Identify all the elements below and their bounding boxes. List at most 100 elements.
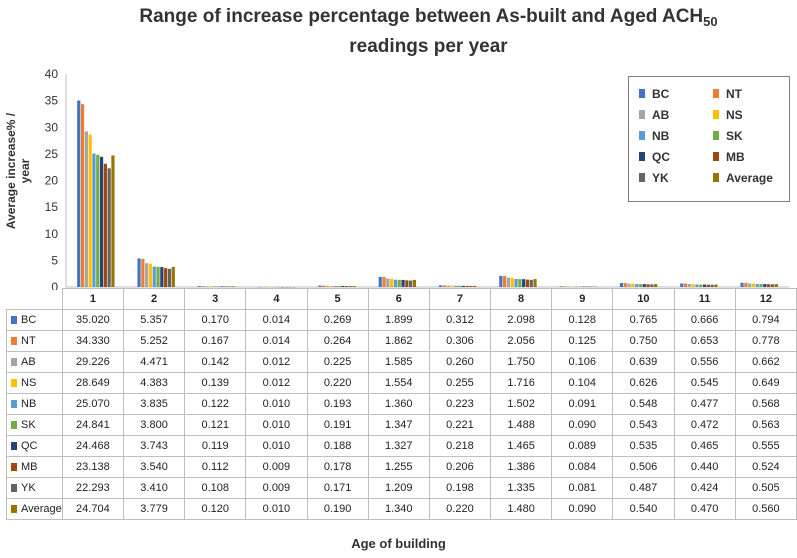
table-cell: 0.091 [551,393,614,415]
table-cell: 35.020 [61,309,124,331]
table-cell: 25.070 [61,393,124,415]
table-row: SK 24.841 3.800 0.121 0.010 0.191 1.347 0.221 1.… [6,414,797,436]
table-cell: 0.010 [245,498,308,520]
table-cell: 0.010 [245,393,308,415]
bar-ab-10 [627,283,631,287]
bar-nt-3 [201,286,205,287]
x-tick-label: 12 [734,288,797,310]
table-row-header: YK [6,477,63,499]
table-cell: 0.084 [551,456,614,478]
legend-label: BC [652,86,670,101]
table-cell: 3.800 [122,414,186,436]
bar-bc-3 [197,286,201,287]
table-cell: 24.468 [61,435,124,457]
bar-ns-10 [631,283,635,287]
legend-label: QC [652,149,670,164]
title-suffix: readings per year [349,36,508,57]
table-cell: 0.221 [428,414,492,436]
bar-yk-8 [529,279,533,287]
bar-ns-11 [691,284,695,287]
table-cell: 1.360 [367,393,430,415]
bar-qc-1 [99,156,104,287]
bar-ab-12 [748,283,752,287]
table-cell: 0.108 [184,477,247,499]
row-series-name: NB [21,398,37,410]
row-swatch [11,358,17,367]
x-tick-label: 5 [306,288,369,310]
bar-ab-1 [84,131,88,287]
row-swatch [11,505,17,514]
table-cell: 1.554 [367,372,430,394]
bar-ab-9 [567,286,571,287]
bar-ab-11 [687,284,691,287]
table-cell: 0.090 [551,498,614,520]
table-cell: 5.357 [122,309,186,331]
bar-qc-10 [642,284,646,287]
table-cell: 0.198 [428,477,492,499]
legend-swatch [713,152,719,161]
table-row-header: QC [6,435,63,457]
bar-nt-9 [563,286,567,287]
table-cell: 4.471 [122,351,186,373]
table-cell: 0.424 [673,477,736,499]
table-cell: 0.012 [245,372,308,394]
table-row-header: NT [6,330,63,352]
table-cell: 0.269 [306,309,369,331]
bar-average-12 [774,284,778,287]
bar-bc-7 [438,285,443,287]
table-row-header: Average [6,498,63,520]
table-cell: 0.081 [551,477,614,499]
bar-mb-2 [164,268,168,287]
bar-bc-2 [137,258,141,287]
table-corner [6,288,63,310]
bar-nt-1 [80,104,85,287]
table-cell: 0.218 [428,435,492,457]
table-cell: 0.563 [734,414,797,436]
bar-ns-8 [510,277,514,287]
table-cell: 0.560 [734,498,797,520]
bar-mb-6 [405,280,409,287]
bar-mb-5 [344,286,349,287]
table-row: NT 34.330 5.252 0.167 0.014 0.264 1.862 0.306 2.… [6,330,797,352]
table-cell: 1.465 [490,435,553,457]
table-cell: 1.502 [490,393,553,415]
y-tick-label: 35 [45,94,59,108]
table-row-header: BC [6,309,63,331]
bar-nb-10 [635,284,639,287]
table-cell: 0.540 [612,498,675,520]
bar-average-7 [473,285,477,287]
table-cell: 0.120 [184,498,247,520]
row-series-name: Average [21,503,62,515]
legend-swatch [639,152,645,161]
table-cell: 0.193 [306,393,369,415]
title-subscript: 50 [703,14,718,29]
legend-item-bc: BC [639,83,713,104]
table-cell: 0.548 [612,393,675,415]
bar-ab-5 [325,285,330,287]
table-cell: 0.765 [612,309,675,331]
bar-yk-1 [107,168,111,287]
table-cell: 0.470 [673,498,736,520]
bar-nb-7 [454,285,458,287]
x-tick-label: 6 [367,288,430,310]
bar-mb-10 [646,284,650,287]
table-cell: 0.178 [306,456,369,478]
bar-sk-7 [457,285,462,287]
table-cell: 0.260 [428,351,492,373]
table-cell: 0.545 [673,372,736,394]
bar-average-5 [352,285,356,287]
table-cell: 0.626 [612,372,675,394]
table-cell: 0.167 [184,330,247,352]
table-cell: 0.568 [734,393,797,415]
bar-qc-3 [220,286,224,287]
bar-sk-2 [156,266,160,287]
legend-item-yk: YK [639,167,713,188]
bar-average-8 [533,279,537,287]
y-tick-label: 10 [45,227,59,241]
y-tick-label: 15 [45,200,59,214]
bar-nb-2 [152,266,156,287]
bar-qc-6 [401,279,405,287]
row-series-name: YK [21,482,36,494]
bar-nt-5 [322,285,326,287]
table-cell: 23.138 [61,456,124,478]
